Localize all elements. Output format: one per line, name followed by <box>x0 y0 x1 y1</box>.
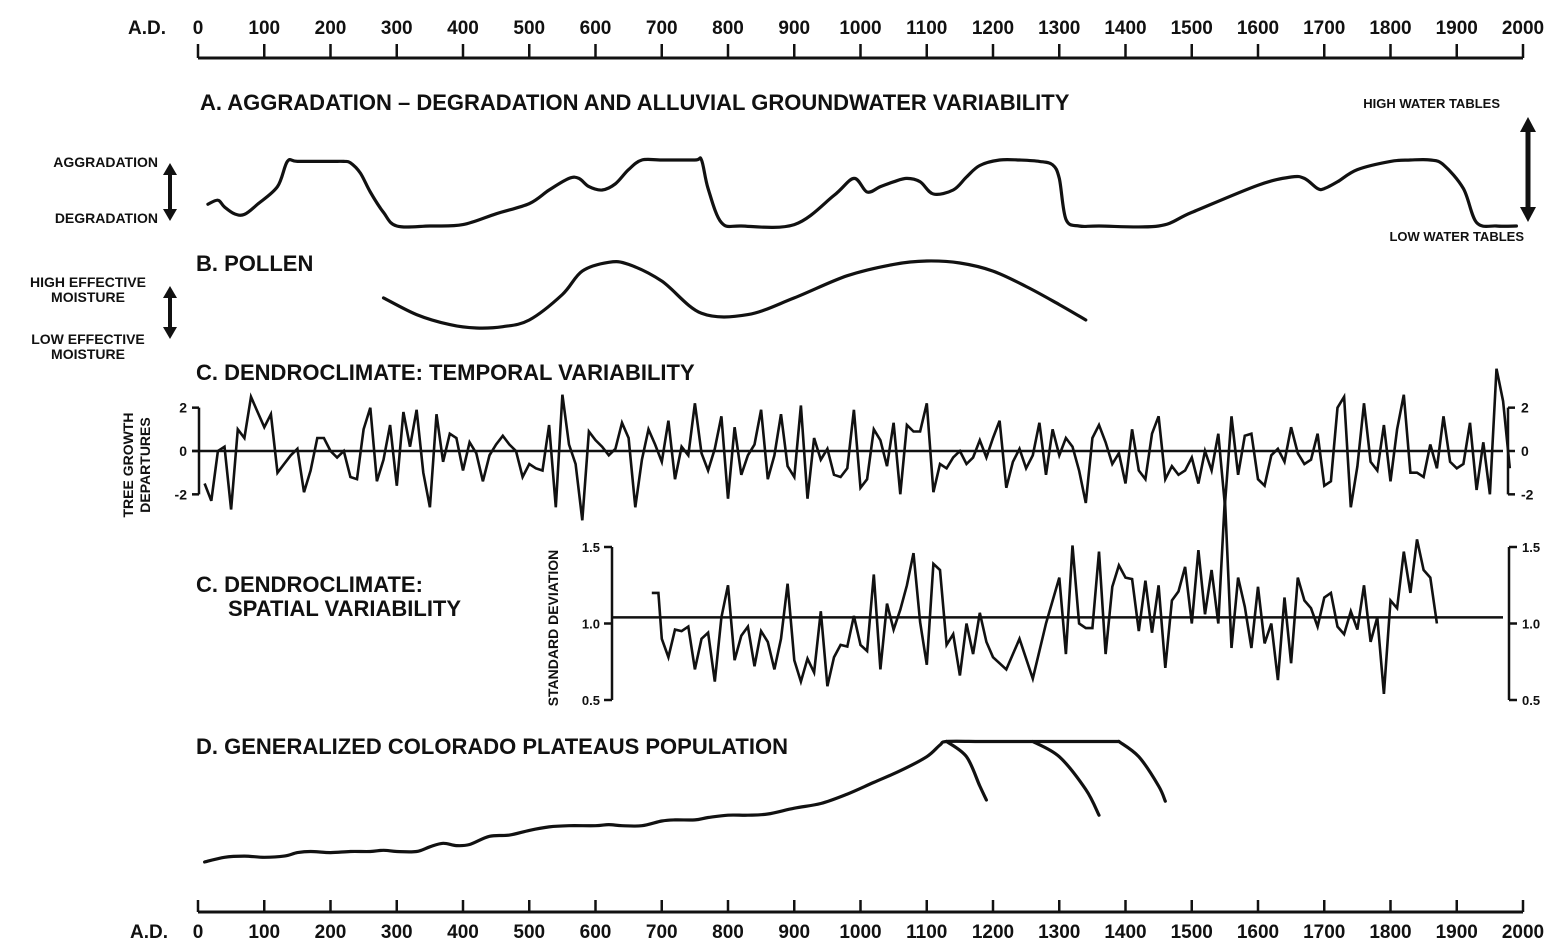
top-axis-tick-label: 400 <box>447 18 479 39</box>
top-axis-tick-label: 1300 <box>1038 18 1080 39</box>
top-axis-tick-label: 900 <box>778 18 810 39</box>
spatial-right-axis: 1.5 1.0 0.5 <box>1507 540 1540 708</box>
bottom-axis-tick-label: 0 <box>193 922 204 942</box>
low-water-tables-label: LOW WATER TABLES <box>1389 229 1524 244</box>
degradation-label: DEGRADATION <box>55 210 158 226</box>
spatial-right-tick-label: 1.0 <box>1522 617 1540 632</box>
top-axis-tick-label: 200 <box>315 18 347 39</box>
panel-a-title: A. AGGRADATION – DEGRADATION AND ALLUVIA… <box>200 90 1070 115</box>
temporal-left-tick-label: -2 <box>175 486 188 502</box>
top-axis-ticks: 0 100 200 300 400 500 600 700 800 900 1000 1100 1200… <box>193 18 1544 58</box>
aggradation-curve <box>206 156 1518 229</box>
temporal-right-tick-label: 0 <box>1521 443 1529 459</box>
bottom-axis-tick-label: 800 <box>712 922 744 942</box>
panel-c-temporal: C. DENDROCLIMATE: TEMPORAL VARIABILITY T… <box>120 360 1534 521</box>
top-axis-tick-label: 1200 <box>972 18 1014 39</box>
spatial-right-tick-label: 0.5 <box>1522 693 1540 708</box>
low-moisture-label-line2: MOISTURE <box>51 346 125 362</box>
bottom-axis-tick-label: 1100 <box>906 922 947 942</box>
bottom-axis-ad-label: A.D. <box>130 922 168 942</box>
top-time-axis: A.D. 0 100 200 300 400 500 600 700 800 900 1000 110… <box>128 18 1544 60</box>
bottom-axis-tick-label: 1200 <box>972 922 1014 942</box>
bottom-axis-tick-label: 1000 <box>839 922 881 942</box>
panel-d-title: D. GENERALIZED COLORADO PLATEAUS POPULAT… <box>196 734 788 759</box>
top-axis-tick-label: 1100 <box>906 18 947 39</box>
top-axis-tick-label: 300 <box>381 18 413 39</box>
double-arrow-a-icon <box>163 163 177 221</box>
panel-a-aggradation: A. AGGRADATION – DEGRADATION AND ALLUVIA… <box>53 90 1536 244</box>
top-axis-tick-label: 1400 <box>1104 18 1146 39</box>
top-axis-tick-label: 800 <box>712 18 744 39</box>
bottom-axis-tick-label: 1700 <box>1303 922 1345 942</box>
standard-deviation-series <box>651 497 1439 695</box>
panel-c-temporal-title: C. DENDROCLIMATE: TEMPORAL VARIABILITY <box>196 360 695 385</box>
double-arrow-water-icon <box>1520 117 1536 222</box>
bottom-axis-tick-label: 1400 <box>1104 922 1146 942</box>
bottom-axis-tick-label: 700 <box>646 922 678 942</box>
spatial-left-tick-label: 0.5 <box>582 693 600 708</box>
bottom-axis-tick-label: 600 <box>580 922 612 942</box>
low-moisture-label-line1: LOW EFFECTIVE <box>31 331 145 347</box>
spatial-left-axis: 1.5 1.0 0.5 <box>582 540 614 708</box>
tree-growth-series <box>203 368 1512 521</box>
temporal-left-tick-label: 2 <box>179 400 187 416</box>
bottom-axis-tick-label: 1500 <box>1171 922 1213 942</box>
top-axis-tick-label: 1500 <box>1171 18 1213 39</box>
tree-growth-ylabel-line1: TREE GROWTH <box>120 413 136 518</box>
top-axis-tick-label: 2000 <box>1502 18 1544 39</box>
population-decline-curves <box>945 739 1167 817</box>
top-axis-tick-label: 600 <box>580 18 612 39</box>
tree-growth-ylabel-line2: DEPARTURES <box>137 417 153 512</box>
bottom-axis-ticks: 0 100 200 300 400 500 600 700 800 900 1000 1100 1200… <box>193 900 1544 942</box>
temporal-right-axis: 2 0 -2 <box>1506 400 1534 502</box>
population-curve <box>203 739 1121 864</box>
pollen-curve <box>381 259 1088 330</box>
panel-b-title: B. POLLEN <box>196 251 313 276</box>
double-arrow-b-icon <box>163 286 177 339</box>
spatial-left-tick-label: 1.0 <box>582 617 600 632</box>
panel-c-spatial: C. DENDROCLIMATE: SPATIAL VARIABILITY ST… <box>196 497 1540 708</box>
panel-c-spatial-title-line2: SPATIAL VARIABILITY <box>228 596 461 621</box>
high-moisture-label-line2: MOISTURE <box>51 289 125 305</box>
panel-b-pollen: B. POLLEN HIGH EFFECTIVE MOISTURE LOW EF… <box>30 251 1088 362</box>
bottom-axis-tick-label: 2000 <box>1502 922 1544 942</box>
standard-deviation-ylabel: STANDARD DEVIATION <box>545 550 561 707</box>
bottom-axis-tick-label: 100 <box>248 922 280 942</box>
top-axis-tick-label: 700 <box>646 18 678 39</box>
bottom-time-axis: A.D. 0 100 200 300 400 500 600 700 800 900 1000 110… <box>130 900 1544 942</box>
temporal-left-tick-label: 0 <box>179 443 187 459</box>
population-decline-curve <box>1031 739 1101 817</box>
high-moisture-label-line1: HIGH EFFECTIVE <box>30 274 146 290</box>
population-decline-curve <box>945 739 988 802</box>
top-axis-tick-label: 1800 <box>1369 18 1411 39</box>
top-axis-ad-label: A.D. <box>128 18 166 39</box>
population-decline-curve <box>1117 739 1167 803</box>
bottom-axis-tick-label: 1900 <box>1436 922 1478 942</box>
spatial-left-tick-label: 1.5 <box>582 540 600 555</box>
high-water-tables-label: HIGH WATER TABLES <box>1363 96 1500 111</box>
top-axis-tick-label: 1900 <box>1436 18 1478 39</box>
bottom-axis-tick-label: 500 <box>513 922 545 942</box>
top-axis-tick-label: 100 <box>248 18 280 39</box>
bottom-axis-tick-label: 1300 <box>1038 922 1080 942</box>
temporal-right-tick-label: 2 <box>1521 400 1529 416</box>
top-axis-tick-label: 500 <box>513 18 545 39</box>
bottom-axis-tick-label: 400 <box>447 922 479 942</box>
top-axis-tick-label: 1700 <box>1303 18 1345 39</box>
bottom-axis-tick-label: 200 <box>315 922 347 942</box>
bottom-axis-tick-label: 1600 <box>1237 922 1279 942</box>
temporal-right-tick-label: -2 <box>1521 486 1534 502</box>
bottom-axis-tick-label: 1800 <box>1369 922 1411 942</box>
bottom-axis-tick-label: 300 <box>381 922 413 942</box>
panel-c-spatial-title-line1: C. DENDROCLIMATE: <box>196 572 423 597</box>
aggradation-label: AGGRADATION <box>53 154 158 170</box>
spatial-right-tick-label: 1.5 <box>1522 540 1540 555</box>
bottom-axis-tick-label: 900 <box>778 922 810 942</box>
top-axis-tick-label: 1600 <box>1237 18 1279 39</box>
top-axis-tick-label: 0 <box>193 18 204 39</box>
panel-d-population: D. GENERALIZED COLORADO PLATEAUS POPULAT… <box>196 734 1167 864</box>
top-axis-tick-label: 1000 <box>839 18 881 39</box>
